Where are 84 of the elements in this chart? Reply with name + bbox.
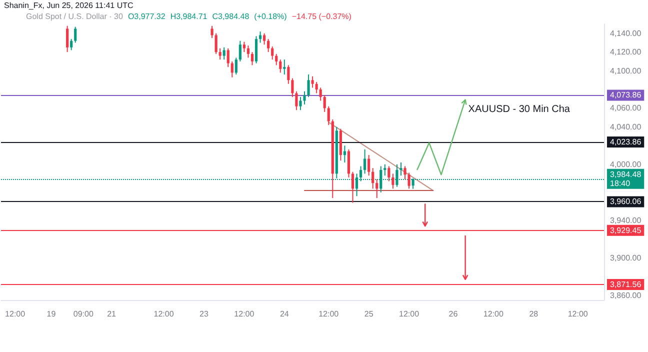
candlestick [351,171,354,204]
candlestick [291,78,294,98]
ref-line-label: 3,929.45 [610,226,642,235]
candlestick [238,40,242,62]
candlestick [372,168,374,190]
text: C3,984.48 [212,12,250,21]
candlestick [404,166,406,180]
ref-line-label: 3,984.48 18:40 [610,170,642,188]
x-tick-label: 09:00 [73,310,94,318]
candlestick [327,106,330,126]
x-tick-label: 26 [448,310,458,318]
candlestick [303,90,306,105]
x-tick-label: 25 [364,310,374,318]
x-tick-label: 12:00 [154,310,174,318]
chart-title: Shanin_Fx, Jun 25, 2026 11:41 UTC [4,1,134,10]
ref-line-label: 3,871.56 [610,280,642,290]
candlestick [368,154,370,176]
y-tick-label: 3,940.00 [610,216,642,225]
candlestick [74,26,77,44]
x-tick-label: 21 [107,310,117,318]
x-tick-label: 23 [200,310,209,318]
candlestick [258,30,262,44]
x-tick-label: 12:00 [5,310,26,318]
y-tick-label: 3,860.00 [610,290,642,300]
y-tick-label: 4,140.00 [610,28,642,38]
candlestick [323,94,326,112]
y-tick-label: 4,040.00 [610,122,642,132]
ref-line-label: 4,073.86 [610,90,642,100]
candlestick [226,48,230,68]
text: Gold Spot / U.S. Dollar · 30 [26,12,123,21]
text: (+0.18%) [254,12,287,21]
candlestick [214,32,218,54]
candlestick [218,48,222,60]
candlestick [347,148,350,178]
candlestick [299,96,302,111]
candlestick [408,172,410,190]
ref-line-label: 4,023.86 [610,138,642,147]
candlestick [364,148,366,174]
text: −14.75 (−0.37%) [292,12,352,21]
candlestick [254,36,258,64]
x-tick-label: 24 [280,310,290,318]
candlestick [279,59,282,74]
text: O3,977.32 [128,12,166,21]
candlestick [275,53,278,66]
candlestick [307,74,310,98]
x-tick-label: 12:00 [318,310,340,318]
x-tick-label: 28 [529,310,539,318]
candlestick [376,178,378,199]
candlestick [388,166,390,182]
text: H3,984.71 [170,12,208,21]
x-tick-label: 12:00 [234,310,255,318]
y-tick-label: 4,100.00 [610,66,642,76]
candlestick [392,173,394,190]
y-tick-label: 4,120.00 [610,48,642,57]
candlestick [66,25,69,53]
candlestick [319,87,322,102]
annotation: XAUUSD - 30 Min Cha [468,104,570,115]
candlestick [283,59,286,76]
y-tick-label: 4,000.00 [610,160,642,169]
candlestick [287,64,290,84]
candlestick [246,45,250,58]
candlestick [311,76,314,88]
candlestick [400,162,402,176]
candlestick [250,52,254,66]
y-tick-label: 4,060.00 [610,104,642,113]
candlestick [384,164,386,176]
x-tick-label: 12:00 [483,310,504,318]
candlestick [210,25,214,39]
candlestick [271,46,274,60]
candlestick [70,38,73,51]
candlestick [267,38,270,53]
candlestick [230,60,234,78]
candlestick [295,90,298,111]
candlestick [242,41,246,53]
x-tick-label: 12:00 [399,310,420,318]
candlestick [343,145,346,163]
ref-line-label: 3,960.06 [610,197,642,206]
x-tick-label: 19 [46,310,56,318]
candlestick [222,46,226,60]
y-tick-label: 3,900.00 [610,253,642,262]
candlestick [315,82,318,94]
candlestick [263,32,266,46]
x-tick-label: 12:00 [568,310,588,318]
candlestick [234,57,238,76]
